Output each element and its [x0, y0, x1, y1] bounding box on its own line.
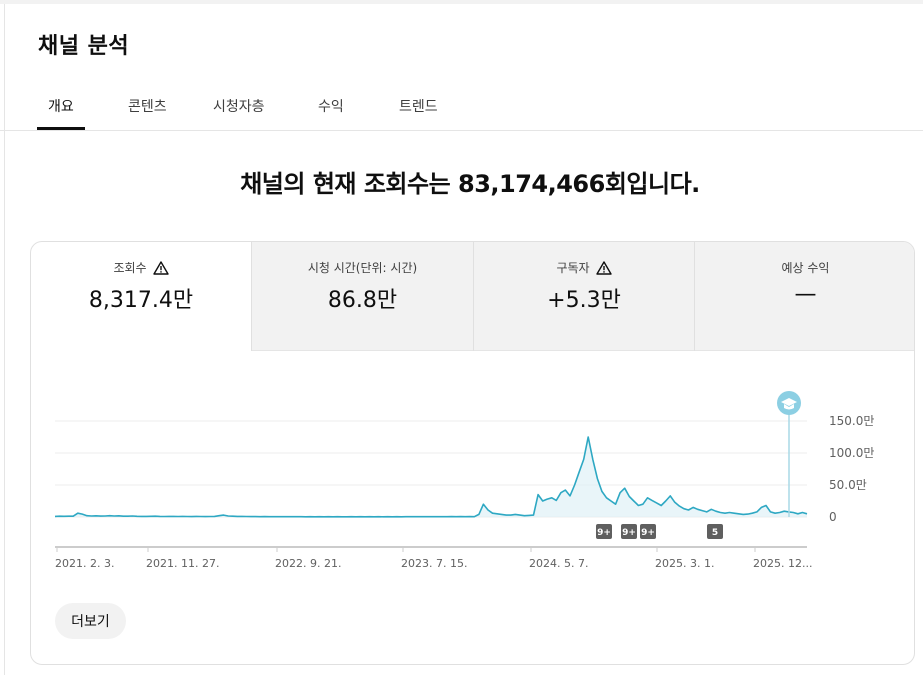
tab-content[interactable]: 콘텐츠 [128, 99, 167, 115]
metric-divider [694, 242, 695, 351]
event-badge [707, 524, 723, 539]
tab-bar: 개요 콘텐츠 시청자층 수익 트렌드 [0, 86, 923, 131]
active-tab-indicator [37, 127, 85, 130]
graduation-cap-icon [784, 404, 794, 410]
event-badge [596, 524, 612, 539]
metric-revenue-value: — [794, 282, 817, 307]
metric-views[interactable]: 조회수 8,317.4만 [31, 242, 251, 351]
series-area [55, 437, 807, 517]
metric-views-value: 8,317.4만 [88, 288, 194, 313]
tab-audience[interactable]: 시청자층 [213, 99, 265, 115]
event-badge-label: 9+ [597, 528, 611, 538]
metric-estimated-revenue[interactable]: 예상 수익 — [695, 242, 914, 351]
event-badge [621, 524, 637, 539]
event-badge-label: 9+ [641, 528, 655, 538]
metric-divider [473, 242, 474, 351]
page-title: 채널 분석 [38, 34, 130, 59]
y-tick-label: 0 [829, 510, 837, 524]
metric-watch-time-label: 시청 시간(단위: 시간) [307, 261, 418, 275]
event-badge [640, 524, 656, 539]
views-line-chart[interactable]: 150.0만 100.0만 50.0만 0 2021. 2. 3. 2021. 11. 2… [31, 351, 915, 571]
tab-trends[interactable]: 트렌드 [399, 99, 438, 115]
event-badge-label: 9+ [622, 528, 636, 538]
y-tick-label: 150.0만 [829, 414, 874, 428]
analytics-card: 조회수 8,317.4만 시청 시간(단위: 시간) 86.8만 구독자 [30, 241, 915, 665]
x-tick-label: 2021. 11. 27. [146, 557, 219, 570]
top-divider [0, 0, 923, 4]
graduation-cap-icon [781, 398, 797, 406]
metric-subscribers-value: +5.3만 [547, 288, 621, 313]
y-tick-label: 100.0만 [829, 446, 874, 460]
metric-divider [251, 242, 252, 351]
metric-subscribers[interactable]: 구독자 +5.3만 [474, 242, 694, 351]
x-tick-label: 2025. 12... [753, 557, 812, 570]
x-tick-label: 2025. 3. 1. [655, 557, 714, 570]
more-button[interactable]: 더보기 [55, 603, 126, 639]
metric-revenue-label: 예상 수익 [781, 261, 830, 275]
y-tick-label: 50.0만 [829, 478, 867, 492]
x-tick-label: 2024. 5. 7. [529, 557, 588, 570]
event-badge-label: 5 [712, 528, 718, 538]
left-divider [4, 4, 5, 675]
x-tick-label: 2023. 7. 15. [401, 557, 467, 570]
metric-watch-time[interactable]: 시청 시간(단위: 시간) 86.8만 [252, 242, 473, 351]
tab-revenue[interactable]: 수익 [318, 99, 344, 115]
x-tick-label: 2022. 9. 21. [275, 557, 341, 570]
metric-views-label: 조회수 [113, 261, 147, 275]
warning-icon [152, 260, 169, 275]
series-line [54, 436, 808, 518]
metric-subscribers-label: 구독자 [556, 261, 590, 275]
x-tick-label: 2021. 2. 3. [55, 557, 114, 570]
metric-watch-time-value: 86.8만 [327, 288, 398, 313]
total-views-headline: 채널의 현재 조회수는 83,174,466회입니다. [240, 170, 700, 198]
warning-icon [595, 260, 612, 275]
tab-overview[interactable]: 개요 [48, 99, 74, 115]
metric-tabs: 조회수 8,317.4만 시청 시간(단위: 시간) 86.8만 구독자 [31, 242, 914, 351]
